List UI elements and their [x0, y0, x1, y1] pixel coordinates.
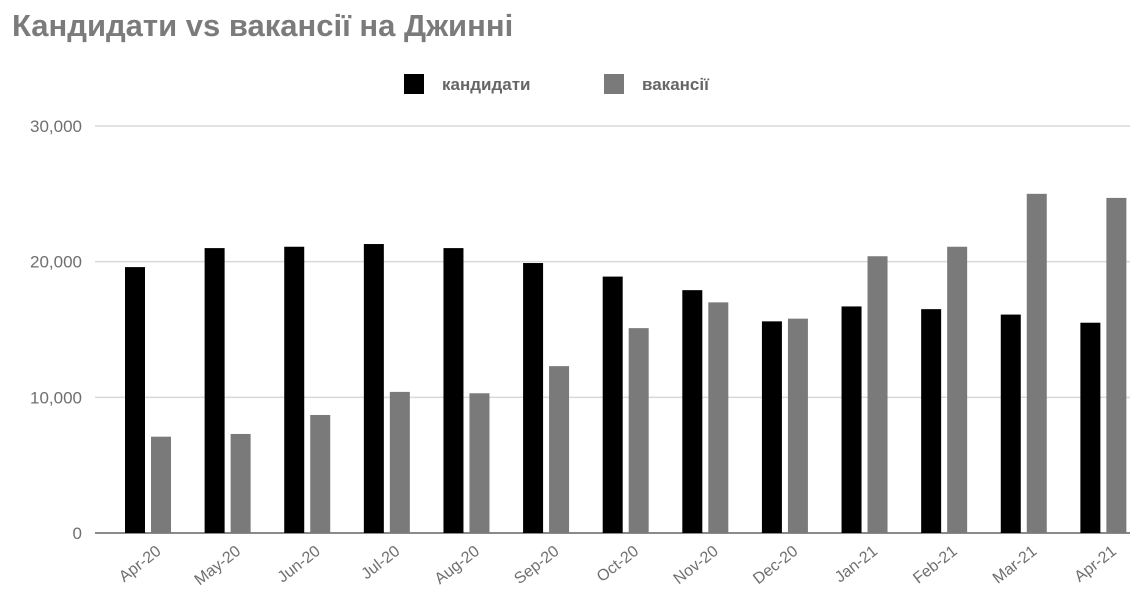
- legend-swatch: [404, 74, 424, 94]
- y-tick-label: 10,000: [30, 388, 82, 407]
- bar-candidates-Jul-20: [364, 244, 384, 533]
- bar-candidates-Sep-20: [523, 263, 543, 533]
- x-tick-label: Dec-20: [750, 543, 801, 588]
- bar-vacancies-Mar-21: [1027, 194, 1047, 533]
- legend-swatch: [604, 74, 624, 94]
- x-tick-label: Sep-20: [511, 543, 562, 588]
- legend: кандидати вакансії: [404, 74, 710, 94]
- x-tick-label: Nov-20: [671, 543, 722, 588]
- bar-candidates-Oct-20: [603, 277, 623, 533]
- bars: [125, 194, 1126, 533]
- bar-vacancies-Sep-20: [549, 366, 569, 533]
- x-tick-label: Jan-21: [832, 543, 881, 587]
- x-tick-label: Feb-21: [910, 543, 960, 588]
- y-tick-label: 20,000: [30, 253, 82, 272]
- bar-vacancies-Jan-21: [868, 256, 888, 533]
- bar-candidates-Nov-20: [682, 290, 702, 533]
- bar-candidates-Dec-20: [762, 321, 782, 533]
- bar-vacancies-Oct-20: [629, 328, 649, 533]
- bar-candidates-Feb-21: [921, 309, 941, 533]
- bar-candidates-Mar-21: [1001, 315, 1021, 533]
- bar-vacancies-Jul-20: [390, 392, 410, 533]
- legend-label: кандидати: [442, 75, 531, 94]
- bar-vacancies-Apr-21: [1106, 198, 1126, 533]
- x-tick-label: Apr-20: [116, 543, 164, 586]
- x-tick-label: Aug-20: [432, 543, 483, 588]
- x-tick-label: Mar-21: [990, 543, 1040, 588]
- bar-candidates-Aug-20: [443, 248, 463, 533]
- legend-item-vacancies: вакансії: [604, 74, 710, 94]
- bar-vacancies-Feb-21: [947, 247, 967, 533]
- bar-vacancies-Nov-20: [708, 302, 728, 533]
- x-tick-label: Apr-21: [1072, 543, 1120, 586]
- bar-candidates-Apr-21: [1080, 323, 1100, 533]
- bar-vacancies-Apr-20: [151, 437, 171, 533]
- bar-vacancies-Jun-20: [310, 415, 330, 533]
- bar-vacancies-May-20: [231, 434, 251, 533]
- legend-item-candidates: кандидати: [404, 74, 531, 94]
- bar-candidates-Jan-21: [842, 306, 862, 533]
- bar-vacancies-Dec-20: [788, 319, 808, 533]
- x-tick-label: Jul-20: [359, 543, 404, 583]
- x-tick-label: May-20: [192, 543, 245, 589]
- x-axis-ticks: Apr-20 May-20 Jun-20 Jul-20 Aug-20 Sep-20 Oct-…: [116, 543, 1120, 589]
- bar-candidates-Apr-20: [125, 267, 145, 533]
- x-tick-label: Oct-20: [594, 543, 642, 586]
- y-tick-label: 0: [73, 524, 82, 543]
- y-axis-ticks: 0 10,000 20,000 30,000: [30, 117, 82, 543]
- bar-vacancies-Aug-20: [469, 393, 489, 533]
- x-tick-label: Jun-20: [275, 543, 324, 587]
- bar-candidates-Jun-20: [284, 247, 304, 533]
- y-tick-label: 30,000: [30, 117, 82, 136]
- legend-label: вакансії: [642, 75, 710, 94]
- bar-candidates-May-20: [205, 248, 225, 533]
